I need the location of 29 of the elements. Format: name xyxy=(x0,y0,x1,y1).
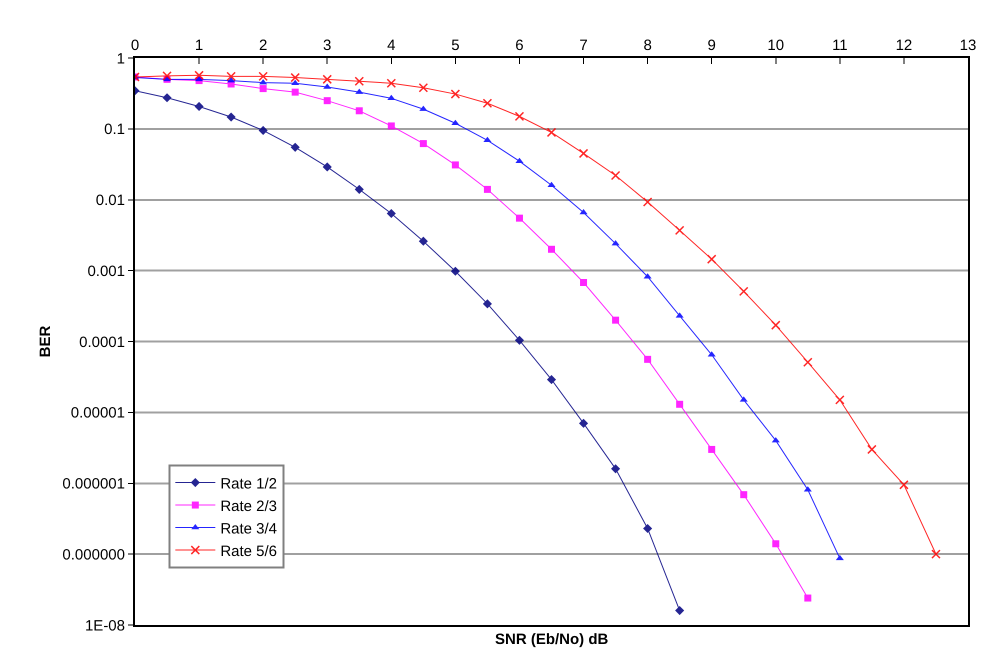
y-tick-label: 0.1 xyxy=(104,121,125,138)
x-tick-label: 6 xyxy=(515,37,524,54)
x-tick-label: 2 xyxy=(258,37,268,54)
y-tick-label: 0.00001 xyxy=(70,404,125,422)
legend-label: Rate 1/2 xyxy=(220,475,278,492)
x-tick-label: 12 xyxy=(896,37,912,54)
x-tick-label: 5 xyxy=(451,37,460,54)
y-axis-title: BER xyxy=(37,326,54,358)
y-tick-label: 0.000001 xyxy=(62,476,125,492)
x-tick-label: 3 xyxy=(323,37,332,54)
x-tick-label: 10 xyxy=(767,37,784,54)
x-tick-label: 9 xyxy=(708,37,716,54)
legend-label: Rate 2/3 xyxy=(220,498,278,515)
y-tick-label: 1E-08 xyxy=(84,617,125,634)
legend-label: Rate 3/4 xyxy=(220,520,278,538)
y-tick-label: 0.0001 xyxy=(79,334,125,351)
x-tick-label: 1 xyxy=(194,37,204,54)
legend-label: Rate 5/6 xyxy=(220,542,278,560)
x-tick-label: 8 xyxy=(643,37,652,54)
x-tick-label: 11 xyxy=(832,37,848,54)
x-axis-title: SNR (Eb/No) dB xyxy=(495,631,608,648)
y-tick-label: 0.01 xyxy=(96,192,125,209)
y-tick-label: 0.000000 xyxy=(62,546,125,564)
x-tick-label: 4 xyxy=(387,37,396,54)
y-tick-label: 0.001 xyxy=(87,262,125,280)
x-tick-label: 0 xyxy=(130,37,140,54)
x-tick-label: 7 xyxy=(579,37,588,54)
y-tick-label: 1 xyxy=(116,50,125,68)
x-tick-label: 13 xyxy=(960,37,976,54)
